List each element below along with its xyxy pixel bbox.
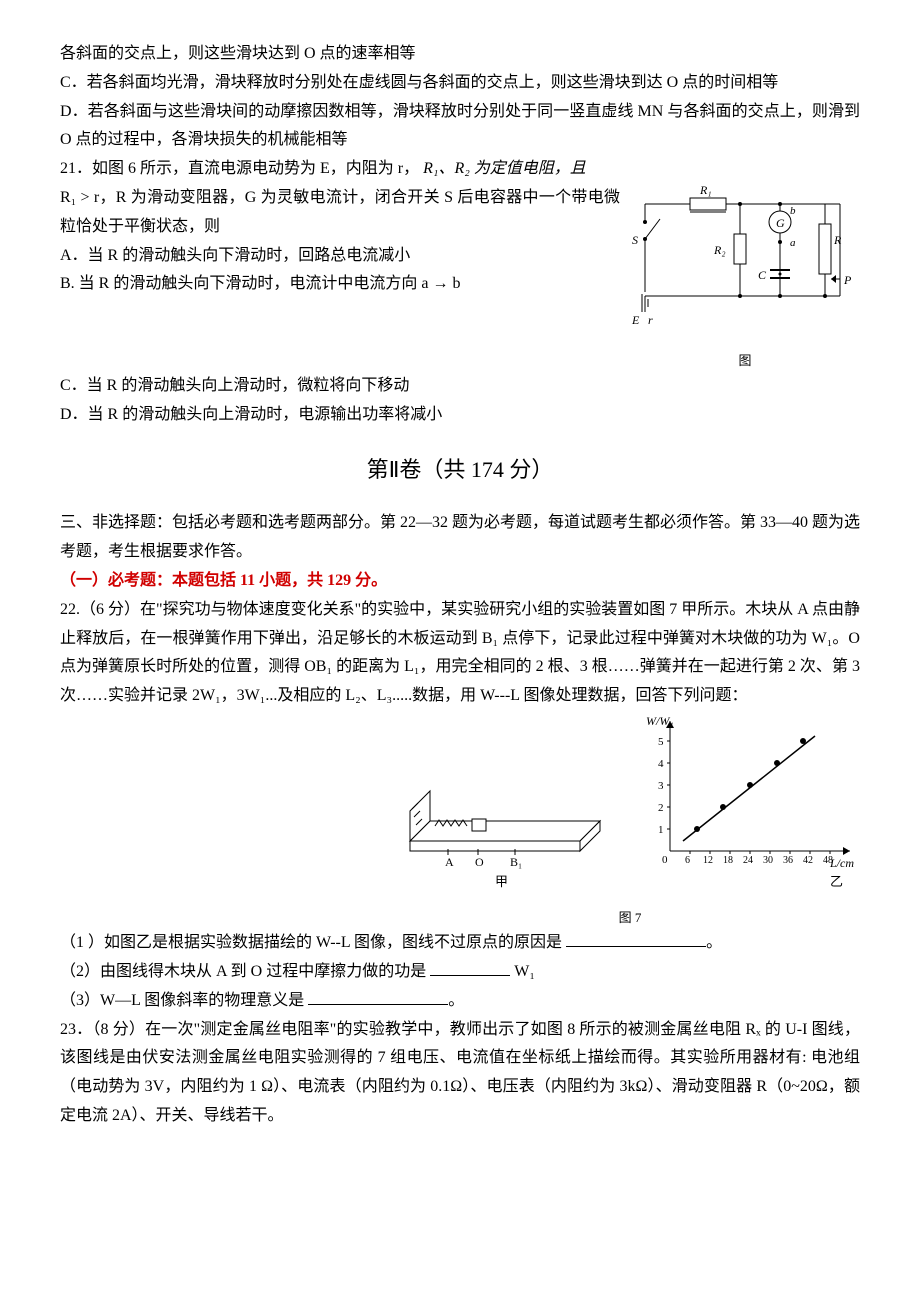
- q20-option-d: D．若各斜面与这些滑块间的动摩擦因数相等，滑块释放时分别处于同一竖直虚线 MN …: [60, 98, 860, 156]
- label-C: C: [758, 268, 767, 282]
- figure7-caption: 图 7: [400, 906, 860, 929]
- label-S: S: [632, 233, 638, 247]
- label-A: A: [445, 855, 454, 869]
- svg-text:0: 0: [662, 854, 668, 866]
- label-B1: B₁: [510, 855, 522, 869]
- figure-7: A O B₁ 甲 W/W₁ L/cm 0: [400, 711, 860, 929]
- q23-stem: 23．（8 分）在一次"测定金属丝电阻率"的实验教学中，教师出示了如图 8 所示…: [60, 1016, 860, 1131]
- svg-text:4: 4: [658, 758, 664, 770]
- svg-text:48: 48: [823, 855, 833, 866]
- ylabel: W/W₁: [646, 714, 674, 728]
- svg-text:18: 18: [723, 855, 733, 866]
- caption-jia: 甲: [495, 874, 508, 889]
- blank-1[interactable]: [566, 946, 706, 947]
- label-Er: E: [631, 313, 640, 327]
- label-O: O: [475, 855, 484, 869]
- label-R: R: [833, 233, 842, 247]
- q22-p3: （3）W—L 图像斜率的物理意义是 。: [60, 987, 860, 1016]
- svg-text:1: 1: [658, 824, 664, 836]
- q22-p2-unit: W₁: [514, 963, 535, 980]
- label-P: P: [843, 273, 852, 287]
- svg-text:3: 3: [658, 780, 664, 792]
- blank-3[interactable]: [308, 1004, 448, 1005]
- figure7-svg: A O B₁ 甲 W/W₁ L/cm 0: [400, 711, 860, 891]
- label-G: G: [776, 216, 785, 230]
- figure6-caption: 图: [630, 349, 860, 372]
- svg-text:30: 30: [763, 855, 773, 866]
- q22-p1: （1 ）如图乙是根据实验数据描绘的 W--L 图像，图线不过原点的原因是 。: [60, 929, 860, 958]
- label-b: b: [790, 205, 796, 217]
- label-R1: R₁: [699, 184, 712, 197]
- blank-2[interactable]: [430, 975, 510, 976]
- caption-yi: 乙: [830, 874, 843, 889]
- part3-intro: 三、非选择题：包括必考题和选考题两部分。第 22—32 题为必考题，每道试题考生…: [60, 509, 860, 567]
- q21-stem1b: R₁、R₂ 为定值电阻，且: [423, 160, 586, 177]
- bikao-heading: （一）必考题：本题包括 11 小题，共 129 分。: [60, 567, 860, 596]
- svg-text:12: 12: [703, 855, 713, 866]
- q21-option-d: D．当 R 的滑动触头向上滑动时，电源输出功率将减小: [60, 401, 860, 430]
- figure-6: E r S R₁ R₂ G b: [630, 184, 860, 372]
- q22-p1-text: （1 ）如图乙是根据实验数据描绘的 W--L 图像，图线不过原点的原因是: [60, 934, 562, 951]
- label-a: a: [790, 237, 796, 249]
- q22-p2: （2）由图线得木块从 A 到 O 过程中摩擦力做的功是 W₁: [60, 958, 860, 987]
- q22-p2-text: （2）由图线得木块从 A 到 O 过程中摩擦力做的功是: [60, 963, 426, 980]
- svg-text:6: 6: [685, 855, 690, 866]
- svg-text:5: 5: [658, 736, 664, 748]
- circuit-svg: E r S R₁ R₂ G b: [630, 184, 860, 334]
- svg-text:42: 42: [803, 855, 813, 866]
- q20-option-b-cont: 各斜面的交点上，则这些滑块达到 O 点的速率相等: [60, 40, 860, 69]
- svg-text:24: 24: [743, 855, 753, 866]
- q21-option-c: C．当 R 的滑动触头向上滑动时，微粒将向下移动: [60, 372, 860, 401]
- q22-stem-lead: 22.（6 分）在"探究功与物体速度变化关系"的实验中，某实验研究小组的实验装置…: [60, 596, 860, 711]
- label-R2: R₂: [713, 243, 726, 257]
- q21-stem1: 21．如图 6 所示，直流电源电动势为 E，内阻为 r，: [60, 160, 419, 177]
- q22-p3-text: （3）W—L 图像斜率的物理意义是: [60, 992, 304, 1009]
- svg-text:2: 2: [658, 802, 664, 814]
- q22-block: 22.（6 分）在"探究功与物体速度变化关系"的实验中，某实验研究小组的实验装置…: [60, 596, 860, 1016]
- svg-text:36: 36: [783, 855, 793, 866]
- q22-stem1-text: 22.（6 分）在"探究功与物体速度变化关系"的实验中，某实验研究小组的实验装置…: [60, 601, 860, 704]
- q21-block: 21．如图 6 所示，直流电源电动势为 E，内阻为 r， R₁、R₂ 为定值电阻…: [60, 155, 860, 430]
- q20-option-c: C．若各斜面均光滑，滑块释放时分别处在虚线圆与各斜面的交点上，则这些滑块到达 O…: [60, 69, 860, 98]
- q21-stem-line1: 21．如图 6 所示，直流电源电动势为 E，内阻为 r， R₁、R₂ 为定值电阻…: [60, 155, 860, 184]
- svg-text:r: r: [648, 313, 653, 327]
- section2-title: 第Ⅱ卷（共 174 分）: [60, 450, 860, 490]
